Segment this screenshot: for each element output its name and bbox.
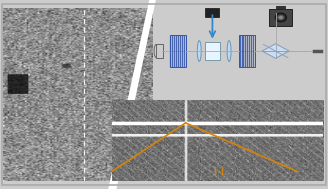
Bar [277, 5, 285, 9]
Bar [156, 44, 163, 58]
FancyBboxPatch shape [205, 8, 219, 18]
Bar [239, 36, 255, 67]
Bar [205, 42, 220, 60]
Ellipse shape [154, 44, 158, 58]
Ellipse shape [197, 41, 201, 61]
Ellipse shape [279, 16, 283, 19]
Bar [170, 36, 186, 67]
Ellipse shape [227, 41, 231, 61]
Polygon shape [108, 0, 156, 189]
Ellipse shape [277, 14, 285, 21]
Ellipse shape [275, 13, 287, 22]
Polygon shape [262, 44, 289, 58]
FancyBboxPatch shape [269, 9, 292, 26]
